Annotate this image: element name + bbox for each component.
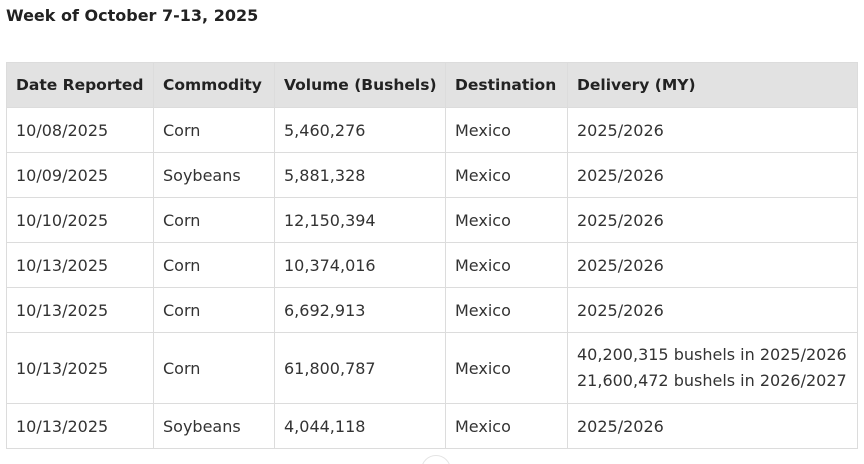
cell-delivery: 2025/2026 [567, 242, 858, 288]
cell-commodity: Corn [153, 332, 275, 404]
cell-date: 10/13/2025 [6, 332, 154, 404]
cell-volume: 6,692,913 [274, 287, 446, 333]
export-sales-table: Date Reported Commodity Volume (Bushels)… [6, 62, 858, 449]
cell-commodity: Corn [153, 242, 275, 288]
cell-volume: 5,460,276 [274, 107, 446, 153]
cell-delivery: 40,200,315 bushels in 2025/2026 21,600,4… [567, 332, 858, 404]
header-destination: Destination [445, 62, 568, 108]
cell-volume: 4,044,118 [274, 403, 446, 449]
cell-date: 10/10/2025 [6, 197, 154, 243]
table-row: 10/13/2025 Corn 10,374,016 Mexico 2025/2… [6, 242, 858, 288]
cell-volume: 10,374,016 [274, 242, 446, 288]
table-row: 10/13/2025 Soybeans 4,044,118 Mexico 202… [6, 403, 858, 449]
table-row: 10/13/2025 Corn 61,800,787 Mexico 40,200… [6, 332, 858, 404]
header-delivery: Delivery (MY) [567, 62, 858, 108]
cell-delivery: 2025/2026 [567, 403, 858, 449]
delivery-line: 21,600,472 bushels in 2026/2027 [577, 371, 847, 390]
cell-delivery: 2025/2026 [567, 287, 858, 333]
cell-commodity: Corn [153, 107, 275, 153]
cell-date: 10/09/2025 [6, 152, 154, 198]
table-header-row: Date Reported Commodity Volume (Bushels)… [6, 62, 858, 108]
cell-date: 10/13/2025 [6, 287, 154, 333]
cell-destination: Mexico [445, 197, 568, 243]
table-row: 10/13/2025 Corn 6,692,913 Mexico 2025/20… [6, 287, 858, 333]
cell-commodity: Soybeans [153, 152, 275, 198]
cell-volume: 12,150,394 [274, 197, 446, 243]
cell-delivery: 2025/2026 [567, 152, 858, 198]
cell-date: 10/13/2025 [6, 242, 154, 288]
header-date-reported: Date Reported [6, 62, 154, 108]
table-row: 10/08/2025 Corn 5,460,276 Mexico 2025/20… [6, 107, 858, 153]
cell-destination: Mexico [445, 332, 568, 404]
cell-volume: 61,800,787 [274, 332, 446, 404]
cell-delivery: 2025/2026 [567, 197, 858, 243]
cell-destination: Mexico [445, 287, 568, 333]
header-commodity: Commodity [153, 62, 275, 108]
cell-volume: 5,881,328 [274, 152, 446, 198]
cell-destination: Mexico [445, 107, 568, 153]
cell-date: 10/08/2025 [6, 107, 154, 153]
cell-destination: Mexico [445, 242, 568, 288]
table-row: 10/09/2025 Soybeans 5,881,328 Mexico 202… [6, 152, 858, 198]
scroll-button-partial[interactable] [421, 455, 451, 464]
cell-delivery: 2025/2026 [567, 107, 858, 153]
page-heading: Week of October 7-13, 2025 [6, 6, 259, 25]
table-row: 10/10/2025 Corn 12,150,394 Mexico 2025/2… [6, 197, 858, 243]
cell-destination: Mexico [445, 403, 568, 449]
cell-commodity: Corn [153, 287, 275, 333]
cell-date: 10/13/2025 [6, 403, 154, 449]
cell-destination: Mexico [445, 152, 568, 198]
cell-commodity: Soybeans [153, 403, 275, 449]
cell-commodity: Corn [153, 197, 275, 243]
header-volume: Volume (Bushels) [274, 62, 446, 108]
delivery-line: 40,200,315 bushels in 2025/2026 [577, 345, 847, 364]
